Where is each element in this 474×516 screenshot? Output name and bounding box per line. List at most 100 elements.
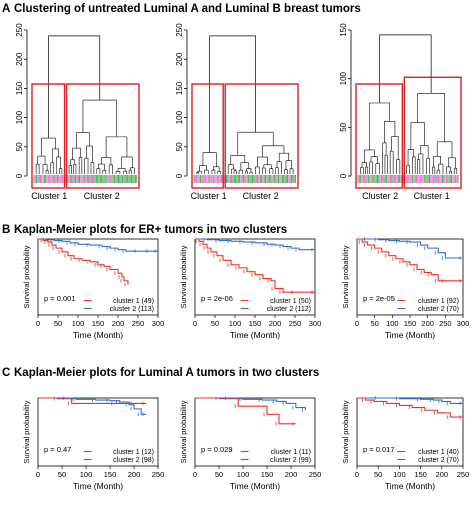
x-tick-label: 0 xyxy=(355,470,359,479)
x-tick-label: 100 xyxy=(393,470,406,479)
y-tick-label: 150 xyxy=(339,23,348,37)
km-panel-2: 0 50 100 150 200 250 300 Time (Month) Survival p… xyxy=(179,237,322,340)
x-tick-label: 250 xyxy=(439,319,452,328)
x-tick-label: 150 xyxy=(104,470,117,479)
cluster-box xyxy=(403,76,462,189)
y-tick-label: 150 xyxy=(175,81,184,95)
x-tick-label: 50 xyxy=(54,319,62,328)
x-tick-label: 100 xyxy=(237,470,250,479)
x-tick-label: 200 xyxy=(112,319,125,328)
x-axis-label: Time (Month) xyxy=(230,481,280,491)
y-tick-label: 100 xyxy=(15,110,24,124)
cluster-label: Cluster 2 xyxy=(362,191,398,201)
legend-entry: cluster 1 (50) xyxy=(270,298,311,305)
dendrogram-panel-3: 0 50 100 150 Cluster 2 Cluster 1 xyxy=(339,23,462,201)
x-tick-label: 200 xyxy=(269,319,282,328)
dendrogram-panel-1: 0 50 100 150 200 250 Cluster 1 Cluster 2 xyxy=(15,23,140,201)
x-axis-label: Time (Month) xyxy=(73,330,123,340)
x-tick-label: 100 xyxy=(229,319,242,328)
x-tick-label: 150 xyxy=(92,319,105,328)
x-tick-label: 0 xyxy=(193,470,197,479)
cluster-box xyxy=(224,83,299,189)
x-tick-label: 50 xyxy=(211,319,219,328)
x-tick-label: 50 xyxy=(374,470,382,479)
legend-entry: cluster 1 (11) xyxy=(271,449,311,456)
survival-curve-cluster1 xyxy=(195,397,296,425)
km-panel-4: 0 50 100 150 200 250 Time (Month) Survival prob… xyxy=(22,396,164,491)
x-tick-label: 50 xyxy=(215,470,223,479)
cluster-label: Cluster 1 xyxy=(414,191,450,201)
y-tick-label: 0 xyxy=(339,173,348,178)
section-c-title: C Kaplan-Meier plots for Luminal A tumors… xyxy=(2,367,319,379)
x-tick-label: 0 xyxy=(193,319,197,328)
legend-entry: cluster 1 (92) xyxy=(418,298,459,305)
y-axis-label: Survival probability xyxy=(22,245,31,308)
dendrogram-panel-2: 0 50 100 150 200 250 Cluster 1 Cluster 2 xyxy=(175,23,299,201)
y-tick-label: 0 xyxy=(15,173,24,178)
y-tick-label: 50 xyxy=(15,142,24,151)
x-tick-label: 100 xyxy=(386,319,399,328)
x-tick-label: 0 xyxy=(36,319,40,328)
y-tick-label: 200 xyxy=(175,52,184,66)
x-tick-label: 250 xyxy=(132,319,145,328)
x-tick-label: 150 xyxy=(249,319,262,328)
x-axis-label: Time (Month) xyxy=(385,330,435,340)
x-tick-label: 150 xyxy=(261,470,274,479)
km-panel-1: 0 50 100 150 200 250 300 Time (Month) Survival p… xyxy=(22,237,165,340)
x-tick-label: 200 xyxy=(421,319,434,328)
y-axis-label: Survival probability xyxy=(341,245,350,308)
survival-curve-cluster1 xyxy=(357,238,463,282)
x-tick-label: 300 xyxy=(152,319,165,328)
x-axis-label: Time (Month) xyxy=(73,481,123,491)
x-tick-label: 300 xyxy=(457,319,470,328)
survival-curve-cluster1 xyxy=(38,238,129,285)
section-c-text: Kaplan-Meier plots for Luminal A tumors … xyxy=(14,367,320,379)
p-value-label: p = 2e-05 xyxy=(363,294,395,303)
cluster-label: Cluster 1 xyxy=(31,191,67,201)
cluster-box xyxy=(65,83,140,189)
x-tick-label: 200 xyxy=(436,470,449,479)
cluster-label: Cluster 1 xyxy=(191,191,227,201)
cluster-box xyxy=(31,83,66,189)
x-tick-label: 150 xyxy=(414,470,427,479)
y-axis-label: Survival probability xyxy=(179,245,188,308)
x-tick-label: 250 xyxy=(289,319,302,328)
legend-entry: cluster 2 (99) xyxy=(270,457,311,464)
legend-entry: cluster 2 (113) xyxy=(110,306,154,313)
y-tick-label: 0 xyxy=(175,173,184,178)
survival-curve-cluster2 xyxy=(357,397,463,404)
survival-curve-cluster2 xyxy=(38,238,158,252)
section-b-title: B Kaplan-Meier plots for ER+ tumors in tw… xyxy=(2,224,287,236)
x-tick-label: 300 xyxy=(309,319,322,328)
x-axis-label: Time (Month) xyxy=(230,330,280,340)
km-panel-5: 0 50 100 150 200 250 Time (Month) Survival prob… xyxy=(179,396,321,491)
p-value-label: p = 0.029 xyxy=(201,445,233,454)
y-axis-label: Survival probability xyxy=(22,400,31,463)
cluster-label: Cluster 2 xyxy=(243,191,279,201)
y-tick-label: 250 xyxy=(175,23,184,37)
y-tick-label: 150 xyxy=(15,81,24,95)
survival-curve-cluster1 xyxy=(195,238,315,293)
x-tick-label: 0 xyxy=(36,470,40,479)
survival-curve-cluster2 xyxy=(357,238,463,259)
y-tick-label: 200 xyxy=(15,52,24,66)
y-axis-label: Survival probability xyxy=(179,400,188,463)
x-tick-label: 250 xyxy=(309,470,322,479)
y-axis-label: Survival probability xyxy=(341,400,350,463)
legend-entry: cluster 1 (49) xyxy=(113,298,154,305)
x-tick-label: 50 xyxy=(370,319,378,328)
x-tick-label: 200 xyxy=(128,470,141,479)
p-value-label: p = 2e-06 xyxy=(201,294,233,303)
section-a-title: A Clustering of untreated Luminal A and L… xyxy=(2,3,361,15)
y-tick-label: 50 xyxy=(175,142,184,151)
section-b-letter: B xyxy=(2,224,11,236)
y-tick-label: 250 xyxy=(15,23,24,37)
x-tick-label: 250 xyxy=(152,470,165,479)
cluster-box xyxy=(191,83,224,189)
cluster-box xyxy=(355,83,404,189)
plot-frame xyxy=(356,397,464,467)
section-b-text: Kaplan-Meier plots for ER+ tumors in two… xyxy=(14,224,288,236)
cluster-label: Cluster 2 xyxy=(84,191,120,201)
plot-frame xyxy=(37,397,159,467)
